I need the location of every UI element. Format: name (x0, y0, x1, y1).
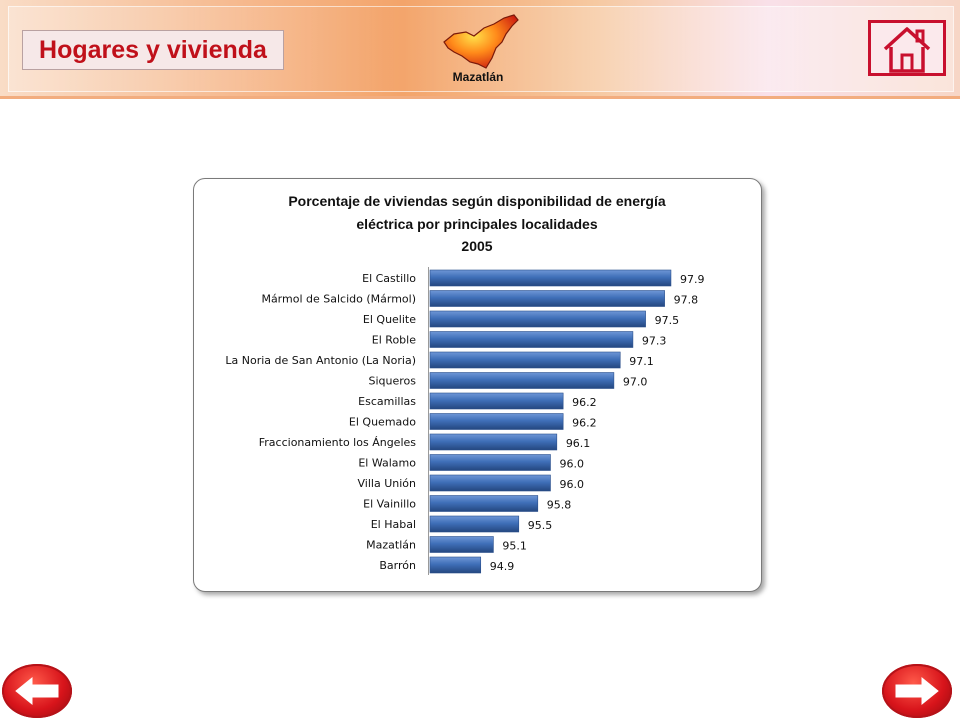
category-label: El Roble (372, 334, 416, 347)
bar-chart: Porcentaje de viviendas según disponibil… (225, 193, 705, 575)
bar (429, 331, 634, 348)
value-label: 97.3 (642, 335, 667, 348)
value-label: 96.2 (572, 417, 597, 430)
arrow-right-icon (895, 676, 939, 706)
category-label: El Quelite (363, 313, 416, 326)
category-label: La Noria de San Antonio (La Noria) (225, 354, 416, 367)
home-button[interactable] (868, 20, 946, 76)
region-name: Mazatlán (452, 70, 504, 84)
bar (429, 351, 621, 369)
section-title: Hogares y vivienda (22, 30, 284, 70)
value-label: 95.8 (547, 499, 572, 512)
category-label: El Castillo (362, 272, 416, 285)
value-label: 97.8 (674, 294, 699, 307)
bar (429, 372, 615, 389)
bar (429, 392, 564, 410)
chart-card: Porcentaje de viviendas según disponibil… (193, 178, 762, 592)
chart-title-line-1: Porcentaje de viviendas según disponibil… (288, 193, 666, 209)
bar (429, 454, 551, 471)
category-label: El Vainillo (363, 498, 416, 511)
category-label: Escamillas (358, 395, 416, 408)
bar (429, 413, 564, 430)
bar (429, 310, 646, 328)
bar (429, 495, 539, 512)
value-label: 97.0 (623, 376, 648, 389)
value-label: 97.9 (680, 273, 705, 286)
value-label: 96.0 (559, 478, 584, 491)
header-banner: Hogares y vivienda Mazatlán (0, 0, 960, 99)
chart-title-line-3: 2005 (461, 238, 492, 254)
municipality-map-icon (443, 14, 519, 69)
category-label: Siqueros (368, 375, 416, 388)
bar (429, 474, 551, 492)
category-label: El Quemado (349, 416, 416, 429)
category-label: Barrón (379, 559, 416, 572)
bar (429, 556, 482, 574)
bar (429, 269, 672, 287)
arrow-left-icon (15, 676, 59, 706)
bar (429, 515, 520, 533)
bars-group: El Castillo 97.9 Mármol de Salcido (Mármol… (225, 269, 705, 574)
bar (429, 433, 558, 451)
category-label: Villa Unión (358, 477, 416, 490)
value-label: 96.1 (566, 437, 591, 450)
value-label: 95.5 (528, 519, 553, 532)
category-label: El Walamo (358, 457, 416, 470)
bar (429, 290, 665, 307)
previous-page-button[interactable] (2, 664, 72, 718)
value-label: 97.1 (629, 355, 654, 368)
value-label: 94.9 (490, 560, 515, 573)
category-label: Mármol de Salcido (Mármol) (261, 293, 416, 306)
value-label: 95.1 (502, 540, 526, 553)
home-icon (883, 27, 931, 73)
category-label: Fraccionamiento los Ángeles (259, 436, 417, 449)
value-label: 97.5 (655, 314, 680, 327)
next-page-button[interactable] (882, 664, 952, 718)
value-label: 96.2 (572, 396, 597, 409)
bar (429, 536, 494, 553)
category-label: Mazatlán (366, 539, 416, 552)
chart-title-line-2: eléctrica por principales localidades (356, 216, 597, 232)
value-label: 96.0 (559, 458, 584, 471)
category-label: El Habal (371, 518, 416, 531)
